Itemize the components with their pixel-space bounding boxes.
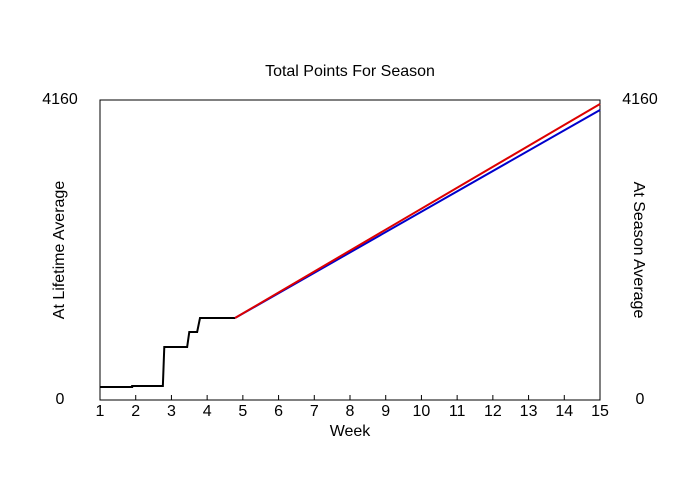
x-axis-label: Week [330,423,372,440]
x-tick-label: 3 [167,403,176,420]
y2-axis-label: At Season Average [630,182,647,319]
y-axis-label: At Lifetime Average [51,181,68,320]
x-tick-label: 7 [310,403,319,420]
x-tick-label: 2 [131,403,140,420]
y-tick-label: 0 [56,391,65,408]
series-line [234,103,601,319]
x-tick-label: 4 [203,403,212,420]
x-tick-label: 14 [555,403,573,420]
y2-tick-label: 0 [636,391,645,408]
y2-tick-label: 4160 [622,91,658,108]
x-tick-label: 13 [520,403,538,420]
x-tick-label: 6 [274,403,283,420]
x-tick-label: 15 [591,403,609,420]
y-tick-label: 4160 [42,91,78,108]
x-tick-label: 12 [484,403,502,420]
x-tick-label: 11 [449,403,466,420]
x-tick-label: 5 [238,403,247,420]
x-tick-label: 10 [413,403,431,420]
x-tick-label: 8 [346,403,355,420]
x-tick-label: 9 [381,403,390,420]
x-tick-label: 1 [96,403,105,420]
chart-title: Total Points For Season [265,63,435,80]
series-line [100,317,235,389]
